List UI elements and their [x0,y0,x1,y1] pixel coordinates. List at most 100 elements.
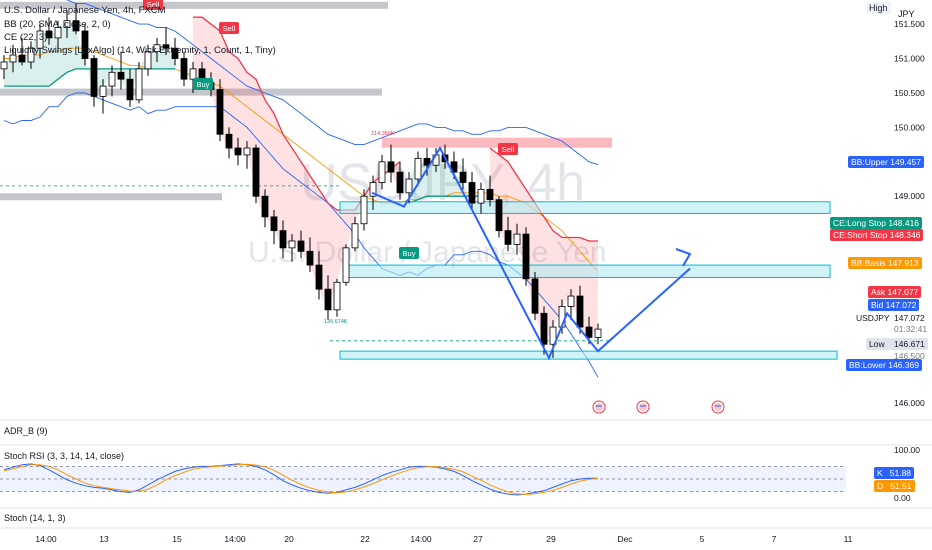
stoch-rsi-pane-label[interactable]: Stoch RSI (3, 3, 14, 14, close) [4,451,125,461]
candle-body [450,161,458,173]
candle-body [234,147,242,156]
candle-body [27,47,35,63]
main-price-pane[interactable]: USDJPY, 4hU.S. Dollar / Japanese YenSell… [0,0,838,414]
candle-body [0,61,8,70]
stoch-pane-label[interactable]: Stoch (14, 1, 3) [4,513,66,523]
candle [522,227,530,286]
indicator-bb-label[interactable]: BB (20, SMA, close, 2, 0) [4,19,111,30]
stoch-rsi-k-tag: K 51.88 [874,467,915,479]
candle [468,172,476,210]
candle-body [63,20,71,28]
candle-body [189,68,197,80]
price-tick-label: 151.500 [894,19,925,29]
sell-signal-text: Sell [147,0,160,9]
candle [396,161,404,200]
candle [27,41,35,69]
time-tick-label: 20 [284,534,294,544]
ce-short-stop-line [193,16,598,242]
partial-tick-label: 146.500 [894,351,925,361]
candle-body [360,195,368,225]
candle-body [378,161,386,183]
candle-body [351,223,359,249]
candle [288,234,296,262]
stoch-rsi-tick-100: 100.00 [894,445,920,455]
candle-body [279,230,287,249]
candle-body [423,157,431,166]
time-tick-label: 14:00 [224,534,246,544]
candle-body [225,133,233,149]
adr-pane-label[interactable]: ADR_B (9) [4,426,48,436]
candle-body [261,195,269,218]
candle [81,24,89,66]
last-symbol-label: USDJPY [856,313,890,323]
candle [531,271,539,321]
liquidity-gray-zone [0,88,382,96]
sell-signal-bg [143,0,163,10]
buy-signal-bg [193,78,213,90]
candle-body [486,188,494,201]
stoch-rsi-d-line [3,463,599,496]
price-mode-badge[interactable]: High [866,2,891,14]
candle [567,289,575,321]
bb-basis-line [4,47,599,272]
liquidity-gray-zone [0,193,222,201]
tag-ask: Ask 147.077 [868,286,922,298]
symbol-title[interactable]: U.S. Dollar / Japanese Yen, 4h, FXCM [4,5,166,16]
candle [45,17,53,45]
time-tick-label: 27 [473,534,483,544]
indicator-ce-label[interactable]: CE (22, 3) [4,32,48,43]
candle [243,141,251,169]
bb-upper-line [65,0,599,166]
candle [513,223,521,255]
candle-body [522,233,530,280]
candle [0,55,8,80]
candle [360,189,368,231]
candle [306,237,314,272]
tag-ce-long-stop: CE:Long Stop 148.416 [830,217,923,229]
tag-bb-lower: BB:Lower 146.369 [846,359,922,371]
candle-body [45,30,53,39]
candle-body [576,295,584,328]
liquidity-zone [339,201,831,214]
tag-low: Low 146.671 [866,338,928,350]
candle-body [531,278,539,314]
flag-fill [639,403,647,411]
candle-body [162,44,170,49]
candle [576,285,584,334]
candle-body [54,27,62,39]
liquidity-zone [339,350,838,360]
candle [72,3,80,35]
candle-body [81,30,89,59]
candle [126,68,134,107]
currency-label: JPY [898,9,915,19]
candle [18,37,26,66]
candle-body [333,281,341,311]
candle [504,216,512,252]
candle [144,44,152,76]
indicator-liquidity-label[interactable]: Liquidity Swings [LuxAlgo] (14, Wick Ext… [4,45,276,56]
projection-path [371,146,691,361]
candle-body [468,182,476,204]
candle-body [549,326,557,345]
candle-body [171,47,179,59]
time-tick-label: 11 [844,534,853,544]
sell-signal: Sell [143,0,163,10]
sell-liquidity-zone [382,137,612,148]
stoch-rsi-pane[interactable] [0,463,846,496]
candle-body [513,233,521,245]
candle [315,251,323,300]
candle-body [477,188,485,204]
time-tick-label: 14:00 [410,534,432,544]
ce-short-shade [193,17,400,310]
candle-body [252,147,260,197]
flag-ring [711,400,725,414]
time-tick-label: 7 [772,534,777,544]
candle-body [414,157,422,180]
candle-body [504,230,512,245]
candle [378,154,386,190]
time-tick-label: 5 [700,534,705,544]
sell-signal: Sell [219,22,239,34]
candle-body [567,295,575,307]
candle-body [117,71,125,80]
